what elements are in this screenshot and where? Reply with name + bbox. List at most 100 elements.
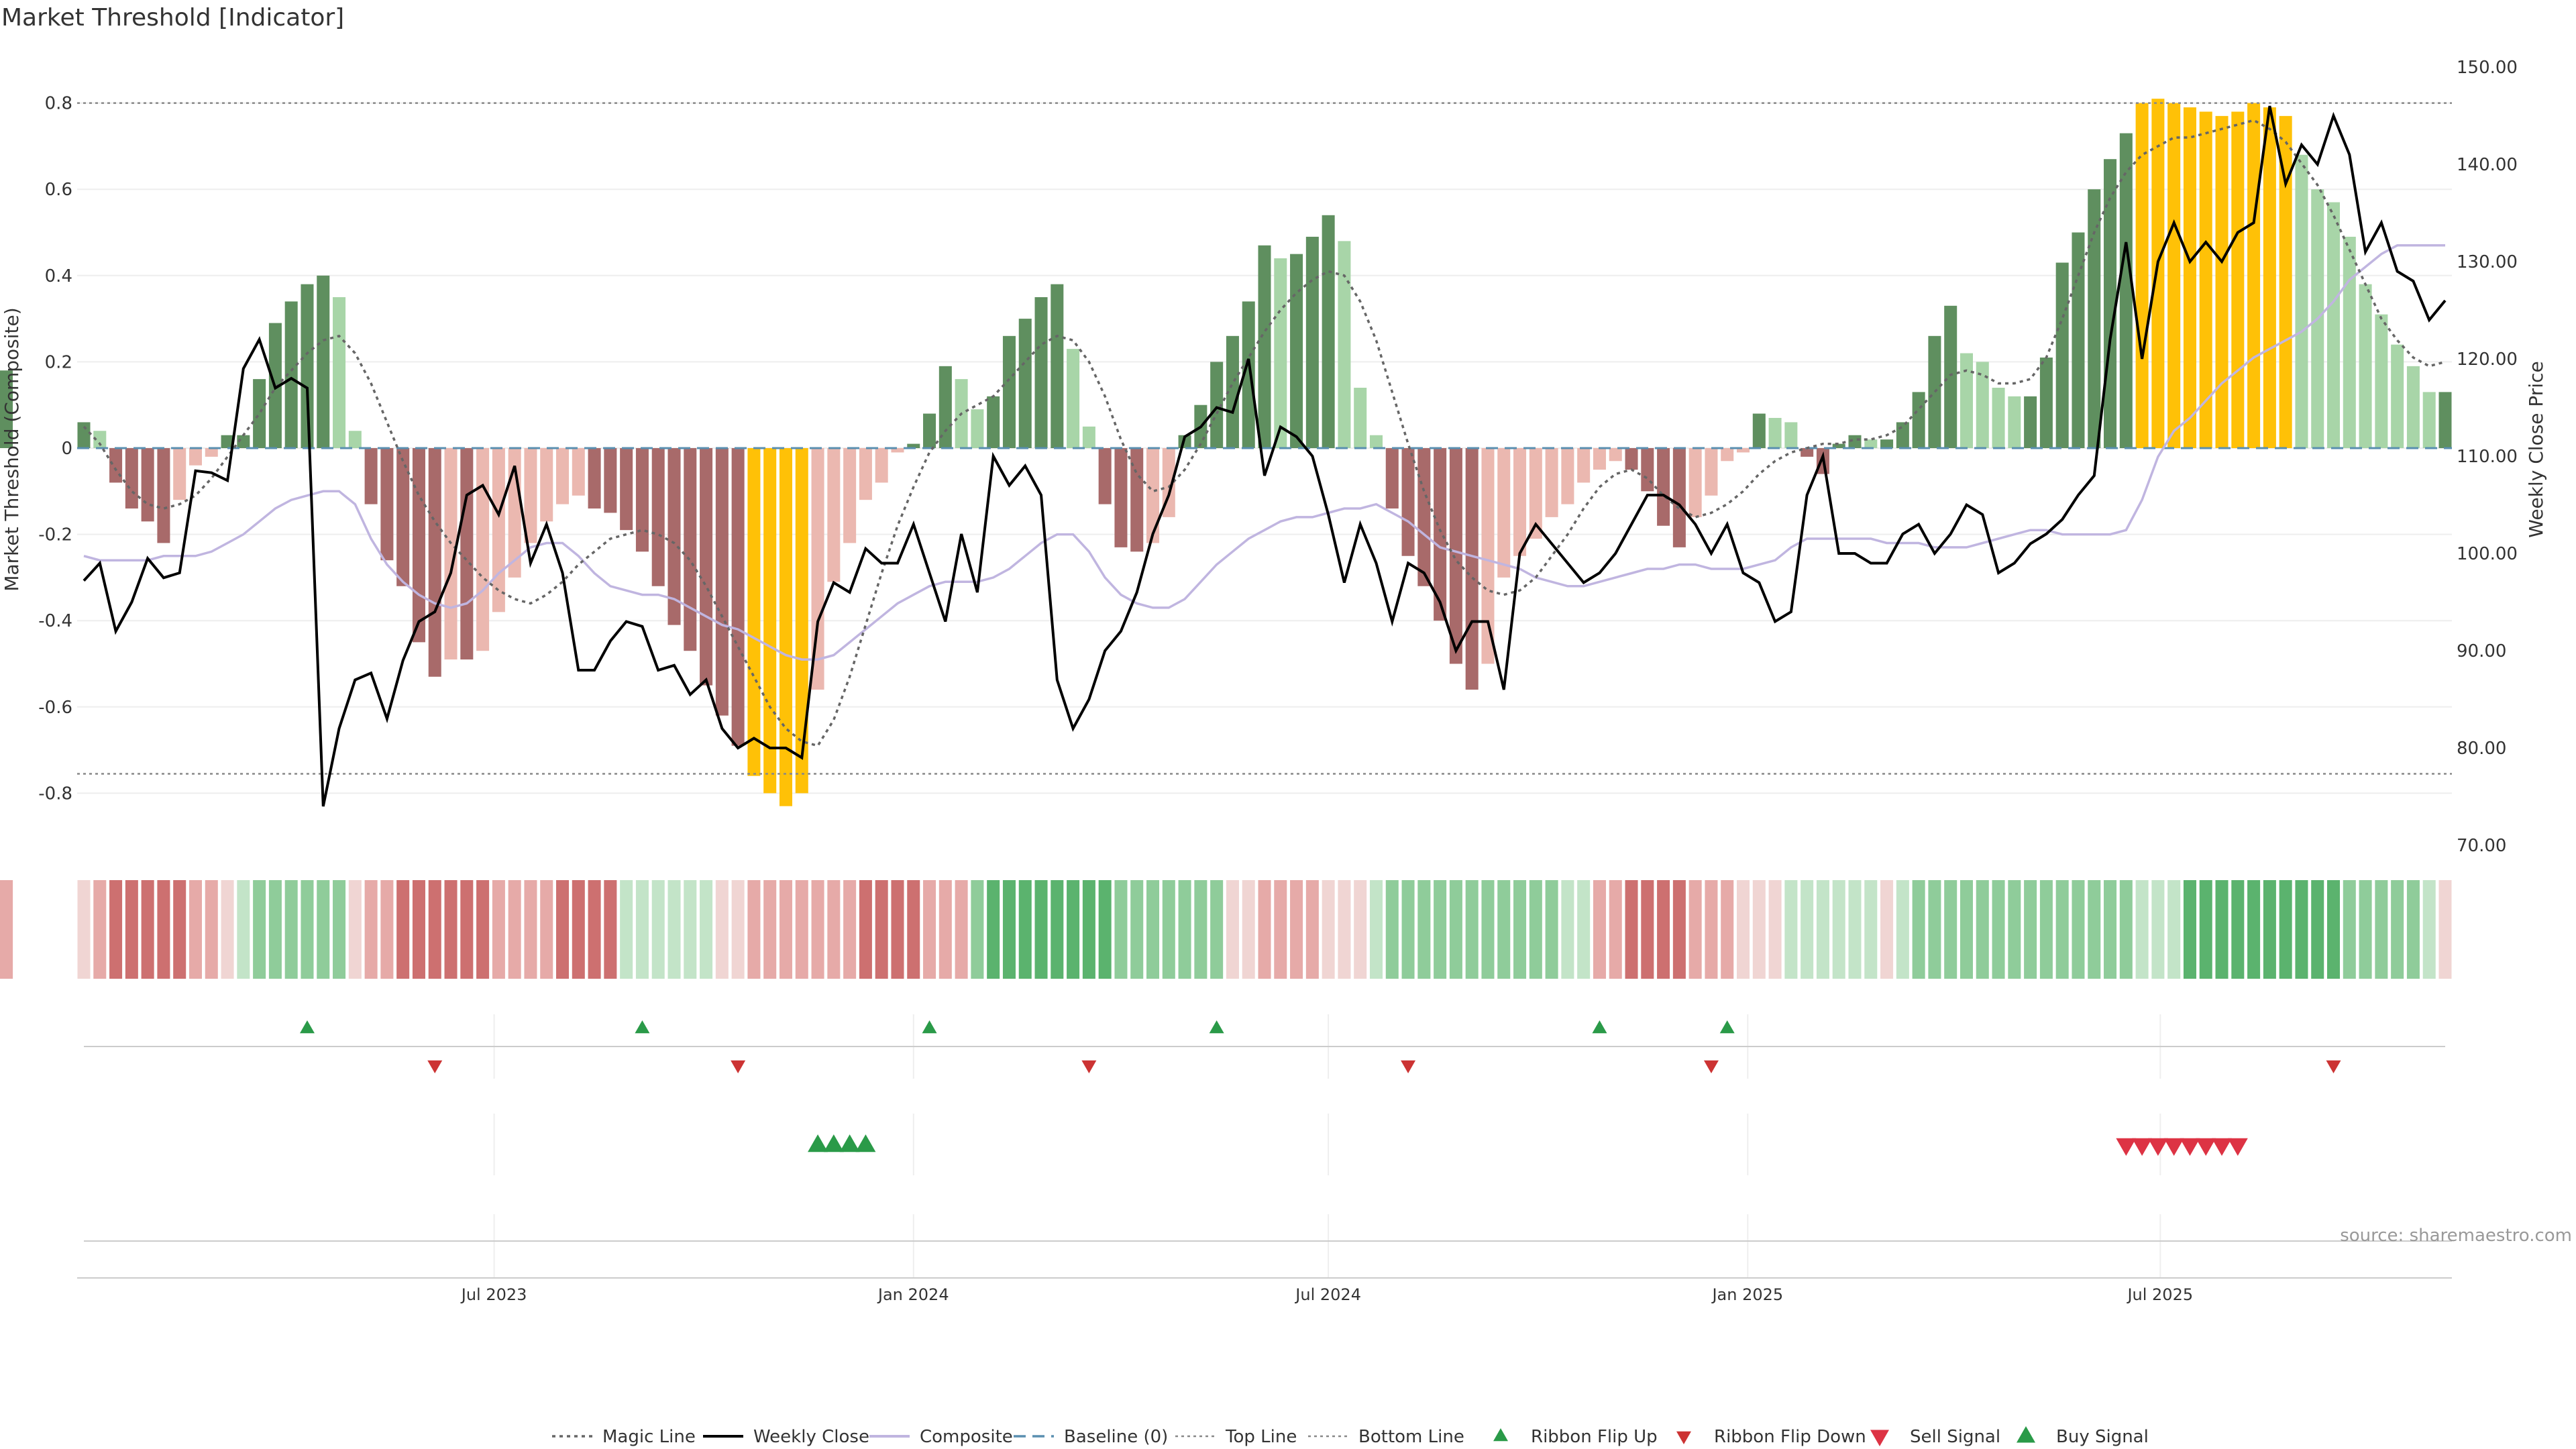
composite-bar: [2167, 103, 2181, 449]
composite-bar: [173, 448, 186, 500]
legend-label: Composite: [920, 1427, 1013, 1447]
composite-bar: [1752, 413, 1766, 448]
composite-bar: [205, 448, 218, 457]
composite-bar: [1098, 448, 1112, 504]
ribbon-cell: [2327, 880, 2341, 979]
ribbon-cell: [1034, 880, 1048, 979]
legend-label: Weekly Close: [753, 1427, 869, 1447]
ribbon-cell: [795, 880, 808, 979]
composite-bar: [1768, 417, 1782, 448]
ribbon-cell: [556, 880, 570, 979]
ribbon-cell: [1641, 880, 1654, 979]
composite-bar: [938, 366, 952, 448]
ribbon-cell: [572, 880, 585, 979]
composite-bar: [1082, 426, 1095, 448]
legend-swatch: [2017, 1426, 2035, 1443]
y-tick-label-right: 80.00: [2457, 739, 2506, 759]
sell-signal-marker: [2147, 1138, 2168, 1156]
buy-signal-marker: [855, 1134, 876, 1152]
ribbon-cell: [1721, 880, 1734, 979]
composite-bar: [1688, 448, 1702, 517]
y-axis-label-right: Weekly Close Price: [2525, 361, 2547, 537]
ribbon-cell: [987, 880, 1000, 979]
composite-bar: [1002, 335, 1016, 448]
composite-bar: [1928, 335, 1941, 448]
ribbon-cell: [93, 880, 107, 979]
composite-bar: [1657, 448, 1670, 526]
composite-bar: [1577, 448, 1591, 483]
composite-bar: [364, 448, 378, 504]
ribbon-cell: [1098, 880, 1112, 979]
buy-signal-marker: [808, 1134, 828, 1152]
ribbon-cell: [1354, 880, 1367, 979]
ribbon-cell: [588, 880, 601, 979]
composite-bar: [540, 448, 553, 522]
composite-bar: [2119, 133, 2133, 449]
composite-bar: [1832, 443, 1845, 448]
composite-bar: [333, 297, 346, 448]
composite-bar: [2279, 115, 2292, 448]
composite-bar: [1226, 335, 1239, 448]
y-tick-label-right: 120.00: [2457, 350, 2518, 370]
ribbon-cell: [875, 880, 888, 979]
y-tick-label: -0.4: [38, 611, 72, 631]
legend-entry: Ribbon Flip Down: [1676, 1427, 1866, 1447]
composite-bar: [875, 448, 888, 483]
composite-bar: [1672, 448, 1686, 547]
legend-label: Baseline (0): [1064, 1427, 1168, 1447]
ribbon-cell: [284, 880, 298, 979]
ribbon-cell: [268, 880, 282, 979]
composite-bar: [2231, 111, 2245, 448]
composite-bar: [1434, 448, 1447, 621]
composite-bar: [1242, 301, 1255, 448]
ribbon-flip-panel: [84, 1014, 2445, 1079]
composite-bar: [2104, 159, 2117, 448]
composite-bar: [1497, 448, 1511, 578]
x-tick-label: Jan 2024: [877, 1285, 949, 1304]
ribbon-flip-up-marker: [1209, 1020, 1224, 1034]
ribbon-cell: [1737, 880, 1750, 979]
composite-bar: [109, 448, 123, 483]
legend-swatch: [1493, 1428, 1508, 1442]
composite-bar: [1130, 448, 1144, 552]
series-lines: [77, 102, 2452, 807]
ribbon-flip-up-marker: [922, 1020, 937, 1034]
composite-bar: [635, 448, 649, 552]
composite-bar: [1385, 448, 1399, 509]
ribbon-cell: [333, 880, 346, 979]
composite-bar: [2039, 357, 2053, 448]
legend-label: Magic Line: [602, 1427, 696, 1447]
composite-bar: [1322, 215, 1335, 448]
ribbon-cell: [843, 880, 857, 979]
composite-bar: [1784, 422, 1798, 448]
composite-bar: [2438, 392, 2452, 448]
ribbon-cell: [1226, 880, 1239, 979]
ribbon-cell: [2406, 880, 2420, 979]
ribbon-cell: [938, 880, 952, 979]
composite-bar: [1737, 448, 1750, 453]
left-y-axis: 0.8 0.6 0.4 0.2 0 -0.2 -0.4 -0.6 -0.8: [38, 94, 72, 804]
ribbon-cell: [859, 880, 872, 979]
composite-bar: [1801, 448, 1814, 457]
legend-entry: Top Line: [1175, 1427, 1297, 1447]
ribbon-flip-up-marker: [1592, 1020, 1607, 1034]
x-tick-label: Jan 2025: [1711, 1285, 1783, 1304]
legend-entry: Sell Signal: [1870, 1427, 2000, 1447]
ribbon-cell: [1992, 880, 2005, 979]
ribbon-cell: [2039, 880, 2053, 979]
ribbon-cell: [1545, 880, 1558, 979]
ribbon-flip-up-marker: [1719, 1020, 1735, 1034]
composite-line: [83, 244, 2445, 661]
ribbon-cell: [1162, 880, 1175, 979]
composite-bar: [971, 409, 984, 448]
composite-bar: [2151, 99, 2165, 449]
sell-signal-marker: [2212, 1138, 2233, 1156]
composite-bar: [620, 448, 633, 531]
ribbon-cell: [1657, 880, 1670, 979]
ribbon-cell: [444, 880, 458, 979]
ribbon-cell: [412, 880, 425, 979]
right-y-axis: 150.00 140.00 130.00 120.00 110.00 100.00 90.0…: [2457, 58, 2518, 856]
ribbon-cell: [1369, 880, 1383, 979]
composite-bar: [779, 448, 792, 806]
